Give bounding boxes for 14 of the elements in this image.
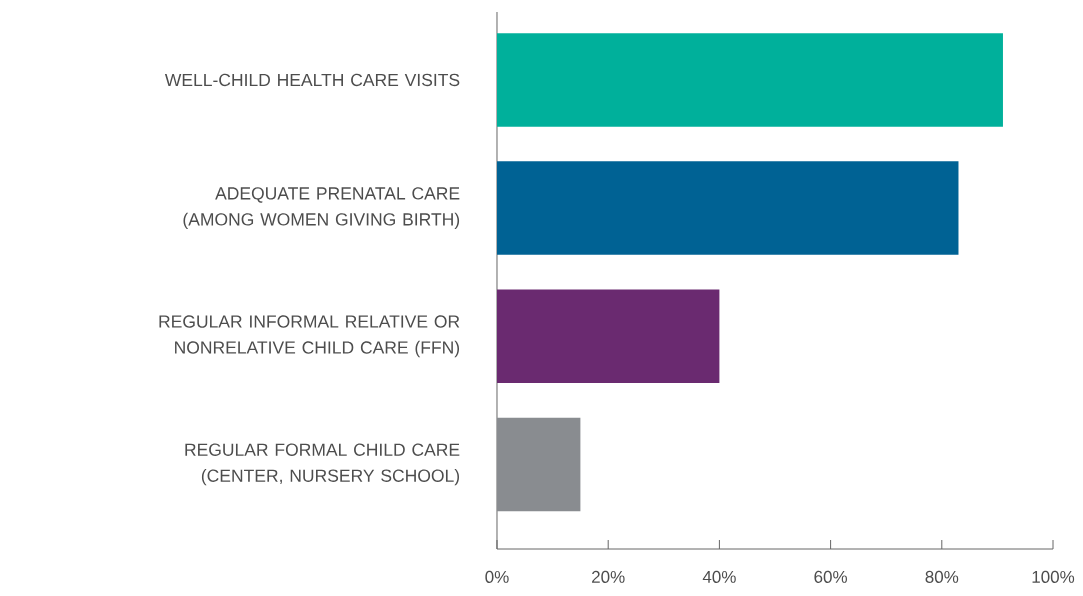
- bar: [496, 289, 720, 384]
- x-tick-label: 0%: [485, 570, 509, 583]
- x-tick-label: 100%: [1032, 570, 1075, 583]
- x-tick-label: 60%: [814, 570, 847, 583]
- y-tick-label: REGULAR FORMAL CHILD CARE (CENTER, NURSERY SCHOOL): [185, 443, 460, 486]
- bar: [496, 417, 581, 512]
- y-tick-label: REGULAR INFORMAL RELATIVE OR NONRELATIVE CHILD CARE (FFN): [159, 315, 460, 358]
- x-tick-label: 40%: [702, 570, 736, 583]
- bar: [496, 33, 1003, 127]
- x-tick-label: 20%: [592, 570, 625, 583]
- bar: [496, 161, 959, 255]
- y-tick-label: ADEQUATE PRENATAL CARE (AMONG WOMEN GIVING BIRTH): [183, 187, 460, 230]
- y-tick-label: WELL-CHILD HEALTH CARE VISITS: [164, 73, 460, 87]
- x-tick-label: 80%: [925, 570, 959, 583]
